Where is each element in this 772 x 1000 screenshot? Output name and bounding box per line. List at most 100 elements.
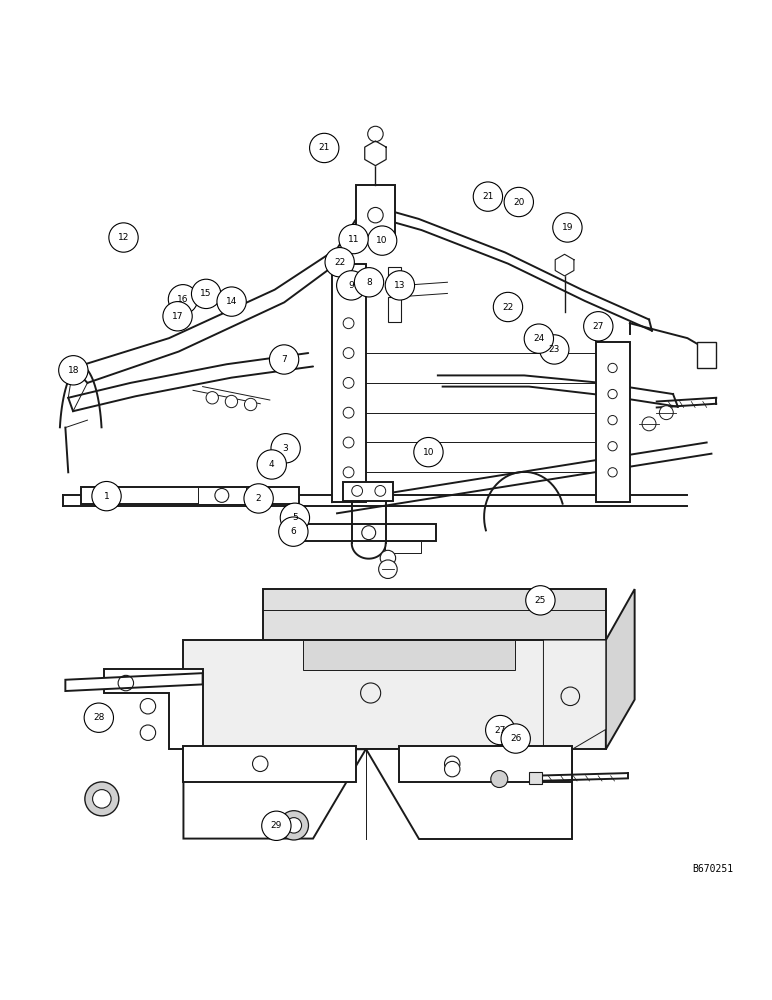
Circle shape [367, 226, 397, 255]
Circle shape [279, 811, 309, 840]
FancyBboxPatch shape [344, 482, 394, 501]
Polygon shape [81, 487, 299, 504]
Polygon shape [555, 254, 574, 276]
Circle shape [385, 271, 415, 300]
Circle shape [540, 335, 569, 364]
Circle shape [414, 437, 443, 467]
Polygon shape [356, 185, 394, 241]
Circle shape [659, 406, 673, 420]
Circle shape [367, 126, 383, 142]
Text: 9: 9 [348, 281, 354, 290]
Circle shape [491, 771, 508, 788]
Circle shape [225, 395, 238, 408]
Circle shape [269, 345, 299, 374]
Text: 11: 11 [348, 235, 359, 244]
Polygon shape [596, 342, 630, 502]
Text: 5: 5 [292, 513, 298, 522]
Text: 13: 13 [394, 281, 405, 290]
Text: 29: 29 [271, 821, 282, 830]
Text: 18: 18 [68, 366, 79, 375]
Polygon shape [543, 640, 606, 749]
Text: 14: 14 [226, 297, 237, 306]
Polygon shape [66, 673, 202, 691]
Circle shape [280, 503, 310, 532]
Circle shape [526, 586, 555, 615]
Text: 25: 25 [535, 596, 546, 605]
Polygon shape [184, 640, 606, 749]
Text: 28: 28 [93, 713, 104, 722]
Polygon shape [103, 669, 202, 749]
Circle shape [191, 279, 221, 309]
Circle shape [217, 287, 246, 316]
FancyBboxPatch shape [388, 297, 401, 322]
Circle shape [524, 324, 554, 353]
Circle shape [84, 703, 113, 732]
Circle shape [486, 715, 515, 745]
Text: 10: 10 [377, 236, 388, 245]
Circle shape [206, 392, 218, 404]
Text: 2: 2 [256, 494, 262, 503]
Circle shape [93, 790, 111, 808]
Polygon shape [366, 749, 572, 839]
Text: 6: 6 [290, 527, 296, 536]
Circle shape [262, 811, 291, 840]
Text: 8: 8 [366, 278, 372, 287]
Circle shape [109, 223, 138, 252]
Text: 20: 20 [513, 198, 524, 207]
Circle shape [168, 285, 198, 314]
Circle shape [380, 550, 395, 566]
Circle shape [354, 268, 384, 297]
Circle shape [92, 481, 121, 511]
Circle shape [445, 761, 460, 777]
Text: 27: 27 [593, 322, 604, 331]
Polygon shape [332, 264, 366, 502]
FancyBboxPatch shape [388, 267, 401, 292]
Text: 3: 3 [283, 444, 289, 453]
Polygon shape [364, 141, 386, 166]
Polygon shape [529, 772, 541, 784]
Polygon shape [385, 541, 421, 553]
Polygon shape [303, 640, 515, 670]
Circle shape [279, 517, 308, 546]
Polygon shape [606, 589, 635, 749]
Circle shape [504, 187, 533, 217]
Circle shape [85, 782, 119, 816]
Circle shape [337, 271, 366, 300]
Text: 17: 17 [172, 312, 183, 321]
Text: 21: 21 [319, 143, 330, 152]
Circle shape [310, 133, 339, 163]
Polygon shape [184, 749, 366, 839]
Circle shape [378, 560, 397, 578]
Text: 27: 27 [495, 726, 506, 735]
Text: 21: 21 [482, 192, 493, 201]
Circle shape [339, 224, 368, 254]
Circle shape [473, 182, 503, 211]
Circle shape [493, 292, 523, 322]
Text: 7: 7 [281, 355, 287, 364]
Polygon shape [184, 746, 356, 782]
Polygon shape [399, 746, 572, 782]
Polygon shape [263, 589, 606, 640]
Text: 22: 22 [503, 303, 513, 312]
Circle shape [325, 248, 354, 277]
Circle shape [245, 398, 257, 411]
Text: 4: 4 [269, 460, 275, 469]
Circle shape [59, 356, 88, 385]
Text: 10: 10 [423, 448, 434, 457]
Polygon shape [302, 524, 436, 541]
Text: 23: 23 [549, 345, 560, 354]
Text: 15: 15 [201, 289, 212, 298]
Text: 26: 26 [510, 734, 521, 743]
Circle shape [584, 312, 613, 341]
Circle shape [271, 434, 300, 463]
Circle shape [163, 302, 192, 331]
Text: 16: 16 [178, 295, 188, 304]
Circle shape [642, 417, 656, 431]
Text: 22: 22 [334, 258, 345, 267]
Text: 24: 24 [533, 334, 544, 343]
Text: 12: 12 [118, 233, 129, 242]
Circle shape [244, 484, 273, 513]
Circle shape [286, 818, 302, 833]
Circle shape [501, 724, 530, 753]
Polygon shape [697, 342, 716, 368]
